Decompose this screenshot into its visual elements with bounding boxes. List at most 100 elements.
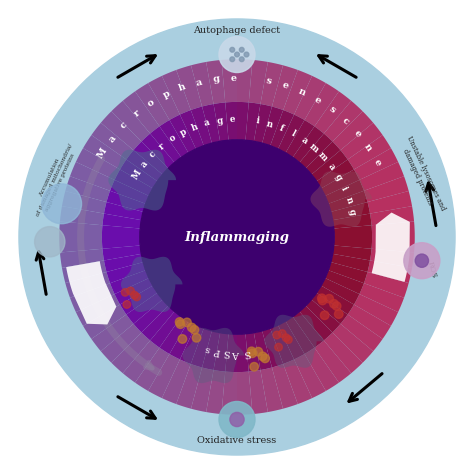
Circle shape <box>319 296 327 305</box>
Wedge shape <box>272 65 298 110</box>
Wedge shape <box>340 123 383 160</box>
Wedge shape <box>60 206 104 225</box>
Wedge shape <box>347 135 391 170</box>
Wedge shape <box>127 293 163 324</box>
Polygon shape <box>264 315 323 368</box>
Circle shape <box>261 354 269 363</box>
Wedge shape <box>311 293 347 324</box>
Wedge shape <box>262 328 283 367</box>
Wedge shape <box>225 102 237 140</box>
Wedge shape <box>176 65 202 110</box>
Wedge shape <box>364 176 409 202</box>
Text: s: s <box>265 76 272 86</box>
Polygon shape <box>372 212 410 282</box>
Wedge shape <box>254 331 272 370</box>
Wedge shape <box>246 333 260 372</box>
Wedge shape <box>321 278 359 305</box>
Wedge shape <box>60 249 104 268</box>
Circle shape <box>258 352 267 361</box>
Circle shape <box>283 334 290 342</box>
Circle shape <box>178 335 187 343</box>
Circle shape <box>127 287 134 295</box>
Wedge shape <box>65 272 110 298</box>
Wedge shape <box>191 367 214 412</box>
Wedge shape <box>272 364 298 409</box>
Wedge shape <box>59 237 102 253</box>
Wedge shape <box>367 260 412 283</box>
Wedge shape <box>333 214 372 228</box>
Text: o: o <box>146 98 156 109</box>
Wedge shape <box>104 254 143 272</box>
Wedge shape <box>141 134 174 168</box>
Text: Inflammaging: Inflammaging <box>184 230 290 244</box>
Text: m: m <box>308 142 320 155</box>
Wedge shape <box>254 104 272 143</box>
Text: e: e <box>229 115 235 124</box>
Wedge shape <box>148 76 180 120</box>
Circle shape <box>176 320 185 328</box>
Wedge shape <box>123 340 160 383</box>
Wedge shape <box>333 246 372 260</box>
Wedge shape <box>278 321 304 359</box>
Text: e: e <box>281 81 290 91</box>
Circle shape <box>254 347 263 356</box>
Circle shape <box>230 412 244 427</box>
Wedge shape <box>370 206 414 225</box>
Circle shape <box>250 363 258 371</box>
Text: a: a <box>107 133 118 144</box>
Text: i: i <box>255 117 260 126</box>
Text: o: o <box>168 133 177 144</box>
Wedge shape <box>110 270 149 294</box>
Text: c: c <box>148 150 158 160</box>
Wedge shape <box>104 202 143 220</box>
Text: p: p <box>161 89 171 100</box>
Circle shape <box>318 294 326 302</box>
Wedge shape <box>260 62 283 107</box>
Text: i: i <box>339 185 349 192</box>
Wedge shape <box>317 160 354 188</box>
Text: n: n <box>363 142 374 153</box>
Text: Autophage defect: Autophage defect <box>193 27 281 35</box>
Circle shape <box>235 52 239 57</box>
Wedge shape <box>285 317 314 354</box>
Wedge shape <box>83 135 127 170</box>
Text: Accumulation
of damaged mitochondria/
aggregative proteins: Accumulation of damaged mitochondria/ ag… <box>30 141 79 219</box>
Circle shape <box>182 318 191 327</box>
Wedge shape <box>191 62 214 107</box>
Wedge shape <box>176 364 202 409</box>
Wedge shape <box>214 102 228 141</box>
Text: g: g <box>212 75 220 84</box>
Circle shape <box>14 14 460 460</box>
Wedge shape <box>237 372 253 415</box>
Wedge shape <box>285 120 314 157</box>
Wedge shape <box>372 221 415 237</box>
Wedge shape <box>347 305 391 339</box>
Circle shape <box>248 349 256 357</box>
Circle shape <box>190 326 199 334</box>
Wedge shape <box>325 180 364 204</box>
Wedge shape <box>278 115 304 153</box>
Wedge shape <box>324 333 363 373</box>
Wedge shape <box>107 262 146 283</box>
Wedge shape <box>91 314 134 351</box>
Wedge shape <box>123 91 160 134</box>
Text: Oxidative stress: Oxidative stress <box>197 437 277 445</box>
Wedge shape <box>306 141 340 174</box>
Wedge shape <box>127 150 163 181</box>
Text: m: m <box>317 151 329 164</box>
Wedge shape <box>206 60 225 104</box>
Wedge shape <box>328 191 367 212</box>
Wedge shape <box>237 59 253 102</box>
Wedge shape <box>169 321 196 359</box>
Wedge shape <box>370 249 414 268</box>
Wedge shape <box>148 354 180 398</box>
Wedge shape <box>334 237 372 249</box>
Wedge shape <box>62 260 107 283</box>
Wedge shape <box>120 160 157 188</box>
Wedge shape <box>221 59 237 102</box>
Wedge shape <box>317 285 354 314</box>
Circle shape <box>239 57 244 62</box>
Wedge shape <box>162 359 191 404</box>
Wedge shape <box>321 170 359 196</box>
Wedge shape <box>331 254 370 272</box>
